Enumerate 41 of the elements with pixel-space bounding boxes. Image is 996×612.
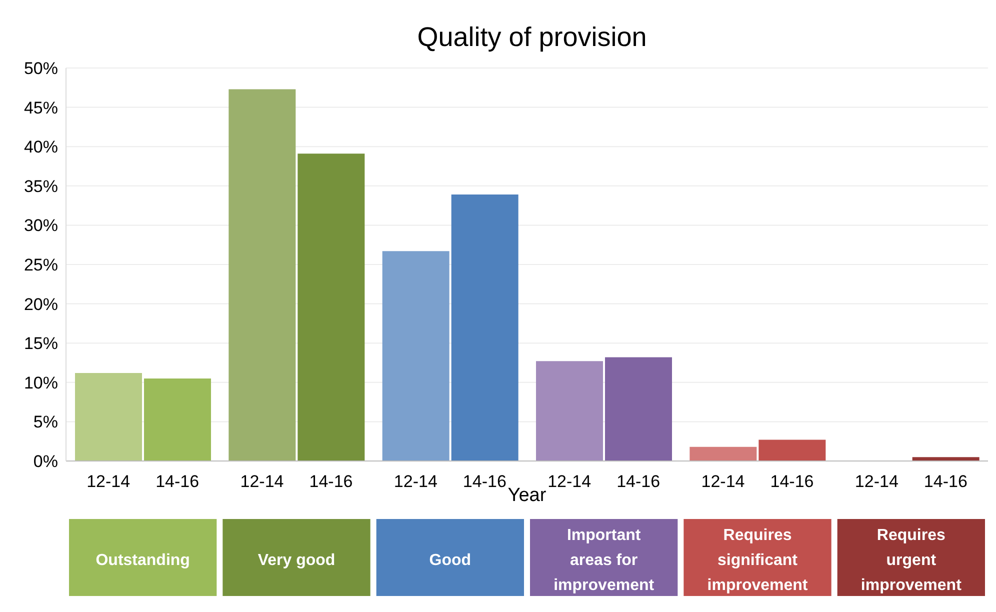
x-axis-title: Year <box>508 485 546 506</box>
bar <box>382 251 450 461</box>
bar <box>536 361 603 461</box>
x-tick-label: Requires significant improvement <box>707 527 808 594</box>
y-tick-label: 45% <box>24 98 58 118</box>
y-tick-label: 25% <box>24 256 58 275</box>
bar <box>75 372 142 461</box>
text: 12-14 <box>701 472 745 491</box>
text: 14-16 <box>616 472 660 491</box>
chart-title: Quality of provision <box>416 21 648 54</box>
bar <box>144 378 211 461</box>
y-tick-label: 0% <box>33 452 58 472</box>
text: 12-14 <box>240 472 284 491</box>
y-tick-label: 35% <box>24 176 58 196</box>
text: 14-16 <box>770 472 814 491</box>
x-tick-label: Good <box>429 552 472 569</box>
y-tick-label: 30% <box>24 216 58 236</box>
x-tick-label: Important areas for improvement <box>554 527 655 594</box>
bar <box>690 446 757 461</box>
text: 14-16 <box>924 472 968 491</box>
text: 14-16 <box>462 472 506 491</box>
bar <box>451 194 518 461</box>
text: 14-16 <box>309 472 353 491</box>
text: 12-14 <box>548 472 592 491</box>
y-tick-label: 15% <box>24 334 58 354</box>
y-tick-label: 50% <box>24 59 58 78</box>
text: 12-14 <box>394 472 438 491</box>
x-tick-label: Very good <box>258 552 336 569</box>
x-tick-label: Outstanding <box>96 552 190 569</box>
y-tick-label: 20% <box>24 294 58 314</box>
y-tick-label: 40% <box>24 138 58 157</box>
bar <box>298 154 365 461</box>
series-label: 14-16 <box>156 472 200 491</box>
bar <box>605 357 672 461</box>
x-tick-label: Requires urgent improvement <box>860 527 962 594</box>
bar <box>228 89 296 461</box>
series-label: 12-14 <box>86 472 130 491</box>
y-tick-label: 10% <box>24 373 58 392</box>
y-tick-label: 5% <box>33 412 58 432</box>
text: 12-14 <box>854 472 898 491</box>
bar <box>758 440 826 461</box>
